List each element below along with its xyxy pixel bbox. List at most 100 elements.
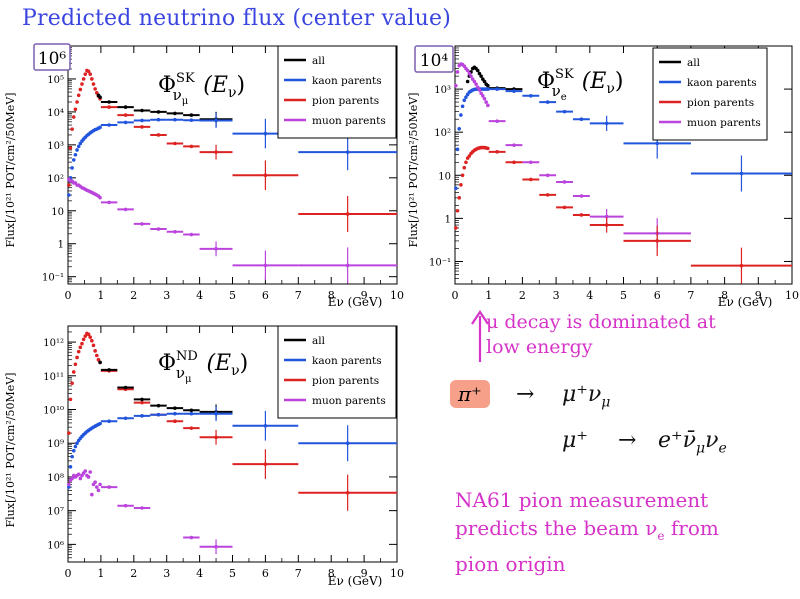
data-point bbox=[173, 411, 177, 416]
data-point bbox=[91, 343, 96, 348]
data-point bbox=[70, 476, 74, 481]
legend-label: muon parents bbox=[312, 115, 386, 127]
data-point bbox=[140, 118, 144, 123]
note-na61-line2: predicts the beam νe from bbox=[455, 514, 719, 550]
data-point bbox=[68, 397, 73, 402]
data-point bbox=[189, 232, 194, 237]
y-tick-label: 10¹⁰ bbox=[43, 406, 64, 417]
x-tick-label: 3 bbox=[163, 567, 170, 580]
x-tick-label: 6 bbox=[262, 567, 269, 580]
note-mu-decay-line1: μ decay is dominated at bbox=[486, 311, 716, 333]
y-tick-label: 10 bbox=[51, 207, 64, 218]
data-point bbox=[94, 485, 99, 489]
data-point bbox=[140, 506, 144, 510]
data-point bbox=[93, 349, 97, 353]
data-point bbox=[76, 144, 81, 149]
panel-math-part: SK bbox=[176, 71, 195, 86]
x-tick-label: 10 bbox=[390, 567, 404, 580]
data-point bbox=[83, 72, 88, 76]
data-point bbox=[189, 118, 194, 123]
legend-label: muon parents bbox=[687, 117, 761, 129]
data-point bbox=[67, 482, 71, 487]
data-point bbox=[529, 93, 533, 98]
pi-plus-badge: π⁺ bbox=[450, 380, 490, 408]
data-point bbox=[459, 113, 463, 117]
data-point bbox=[173, 117, 177, 122]
note-na61-line2-sub: e bbox=[657, 529, 665, 543]
data-point bbox=[464, 160, 468, 165]
y-tick-label: 10⁻¹ bbox=[429, 257, 451, 268]
data-point bbox=[73, 444, 78, 449]
corner-label-box bbox=[414, 45, 454, 73]
data-point bbox=[156, 403, 161, 408]
legend-label: kaon parents bbox=[312, 75, 382, 87]
data-point bbox=[140, 400, 144, 405]
eq-rhs-1-sub: μ bbox=[601, 394, 611, 411]
panel-math-part: (E bbox=[196, 73, 228, 98]
data-point bbox=[81, 77, 86, 81]
x-tick-label: 1 bbox=[97, 289, 104, 302]
eq-mu-plus: μ⁺ bbox=[562, 428, 588, 453]
chart-sk-nue: 0 1 2 3 4 5 6 7 8 9 10 10⁻¹ 1 10 10² 10³ 10⁴ Flux[/10²¹ P… bbox=[407, 45, 799, 309]
legend-label: pion parents bbox=[687, 97, 754, 109]
data-point bbox=[107, 100, 111, 104]
panel-math-part: ) bbox=[240, 351, 249, 376]
data-point bbox=[123, 105, 128, 109]
eq-arrow-1: → bbox=[516, 382, 535, 407]
data-point bbox=[484, 100, 488, 104]
data-point bbox=[123, 385, 128, 390]
x-tick-label: 8 bbox=[328, 567, 335, 580]
data-point bbox=[460, 173, 465, 178]
y-axis-label: Flux[/10²¹ POT/cm²/50MeV] bbox=[4, 93, 17, 248]
data-point bbox=[71, 370, 76, 374]
data-point bbox=[477, 71, 482, 76]
data-point bbox=[455, 147, 460, 152]
eq-rhs-2: e⁺ν̄μνe bbox=[658, 428, 727, 456]
data-point bbox=[83, 334, 88, 338]
data-point bbox=[67, 485, 71, 489]
data-point bbox=[70, 381, 74, 386]
data-point bbox=[545, 100, 550, 104]
data-point bbox=[156, 110, 161, 114]
data-point bbox=[479, 74, 483, 78]
data-point bbox=[495, 119, 499, 123]
legend-label: muon parents bbox=[312, 395, 386, 407]
data-point bbox=[173, 141, 177, 146]
x-tick-label: 1 bbox=[97, 567, 104, 580]
legend-box bbox=[277, 325, 397, 419]
y-tick-label: 10⁶ bbox=[47, 540, 64, 551]
legend-label: pion parents bbox=[312, 375, 379, 387]
legend-label: all bbox=[687, 57, 701, 69]
data-point bbox=[189, 144, 194, 149]
x-tick-label: 4 bbox=[586, 289, 593, 302]
panel-math-part: ) bbox=[236, 73, 245, 98]
data-point bbox=[475, 68, 480, 73]
data-point bbox=[75, 100, 79, 104]
data-point bbox=[107, 485, 111, 489]
data-point bbox=[90, 338, 94, 343]
eq-rhs-2-sub2: e bbox=[718, 440, 727, 457]
data-point bbox=[98, 195, 102, 200]
y-tick-label: 10 bbox=[438, 171, 451, 182]
data-point bbox=[98, 482, 102, 487]
eq-rhs-2-sub1: μ bbox=[696, 440, 706, 457]
x-axis-label: Eν (GeV) bbox=[328, 295, 383, 309]
data-point bbox=[156, 227, 161, 231]
data-point bbox=[123, 113, 128, 117]
y-tick-label: 10⁸ bbox=[47, 473, 64, 484]
data-point bbox=[76, 93, 81, 98]
x-tick-label: 5 bbox=[229, 289, 236, 302]
data-point bbox=[76, 349, 81, 354]
legend: all kaon parents pion parents muon parents bbox=[277, 325, 397, 419]
x-tick-label: 2 bbox=[519, 289, 526, 302]
data-point bbox=[562, 205, 567, 210]
eq-rhs-1-text: μ⁺ν bbox=[562, 382, 602, 407]
data-point bbox=[78, 476, 83, 481]
data-point bbox=[454, 186, 458, 191]
data-point bbox=[78, 345, 83, 350]
y-tick-label: 1 bbox=[445, 214, 451, 225]
data-point bbox=[70, 454, 74, 459]
data-point bbox=[464, 95, 468, 99]
pi-plus-label: π⁺ bbox=[458, 382, 482, 406]
series-all bbox=[465, 65, 523, 91]
